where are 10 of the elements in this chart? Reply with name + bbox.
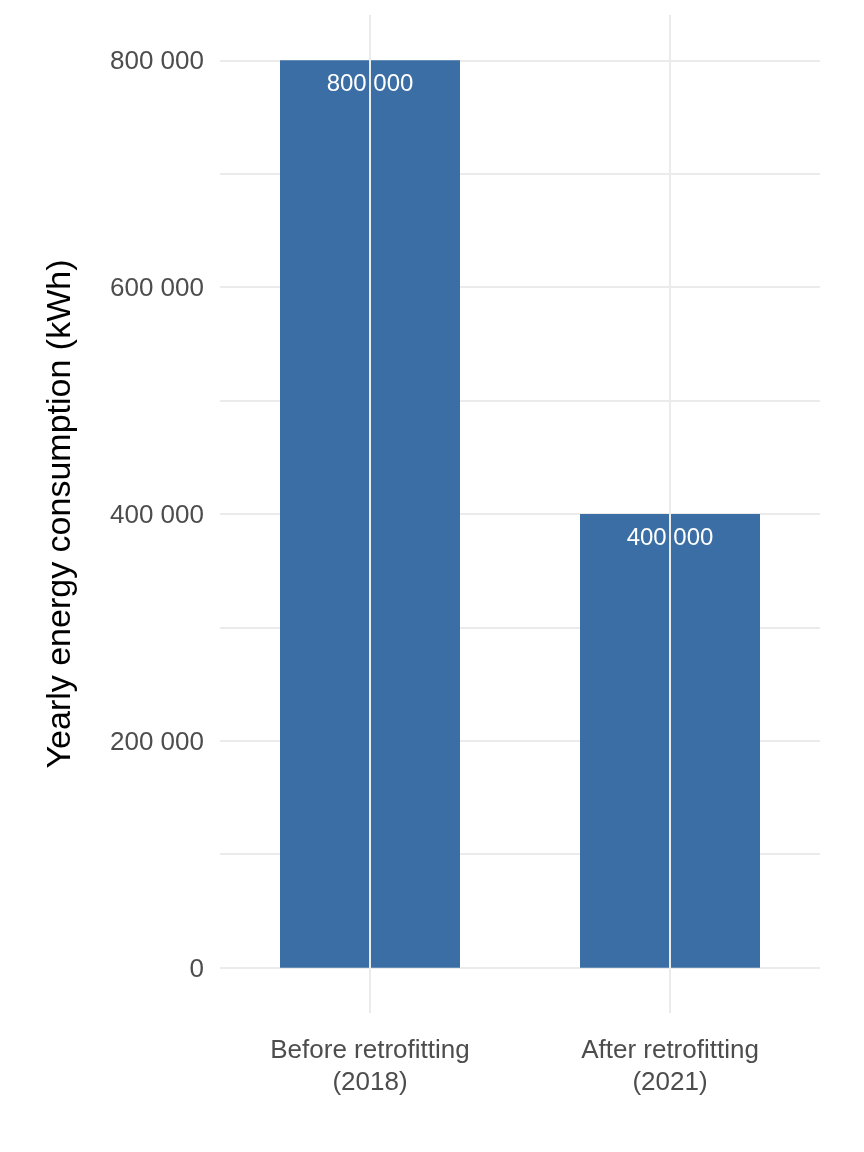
- y-tick-label: 600 000: [110, 272, 204, 303]
- y-tick-label: 200 000: [110, 725, 204, 756]
- y-tick-label: 800 000: [110, 45, 204, 76]
- data-label: 800 000: [326, 68, 414, 96]
- y-tick-label: 0: [189, 952, 204, 983]
- x-tick-label: After retrofitting (2021): [581, 1034, 759, 1096]
- x-tick-label: Before retrofitting (2018): [270, 1034, 470, 1096]
- y-axis-title: Yearly energy consumption (kWh): [39, 259, 77, 769]
- y-tick-label: 400 000: [110, 499, 204, 529]
- data-label: 400 000: [626, 522, 714, 550]
